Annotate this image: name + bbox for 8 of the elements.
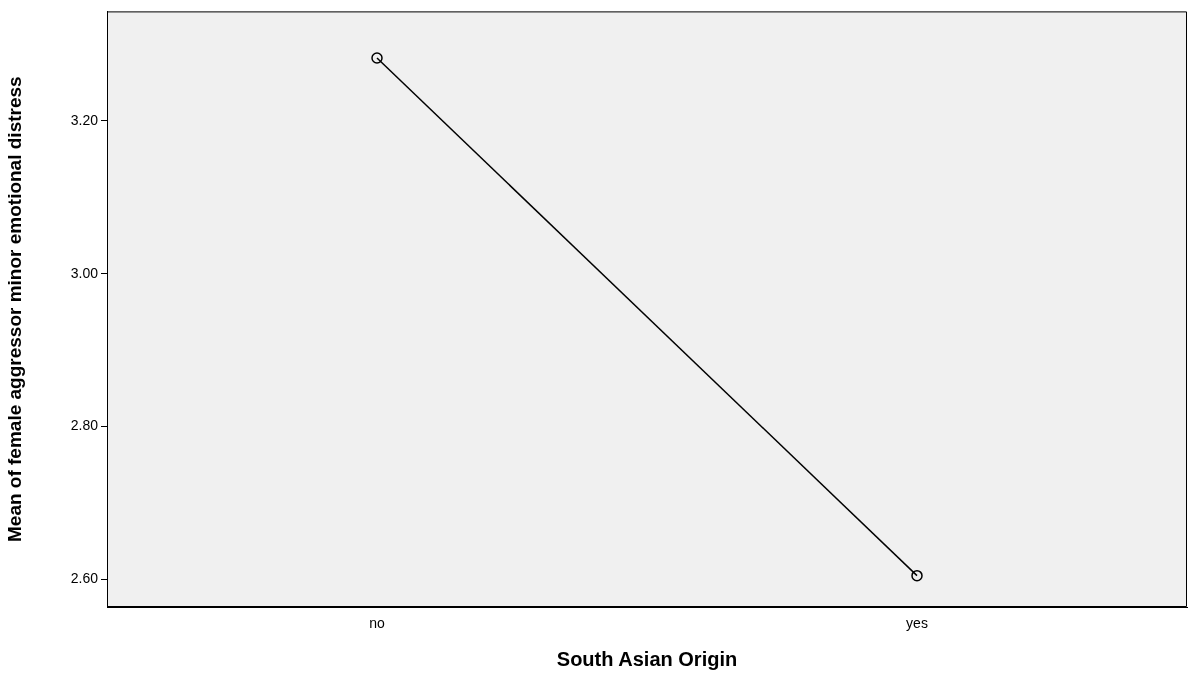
- y-tick-label: 2.80: [70, 417, 99, 434]
- y-axis-title: Mean of female aggressor minor emotional distress: [3, 76, 25, 543]
- y-tick-label: 3.20: [70, 111, 99, 128]
- y-tick-label: 3.00: [70, 264, 99, 281]
- y-tick-label: 2.60: [70, 570, 99, 587]
- x-tick-label: no: [369, 615, 385, 632]
- x-axis-title: South Asian Origin: [556, 647, 738, 670]
- x-tick-label: yes: [906, 615, 928, 632]
